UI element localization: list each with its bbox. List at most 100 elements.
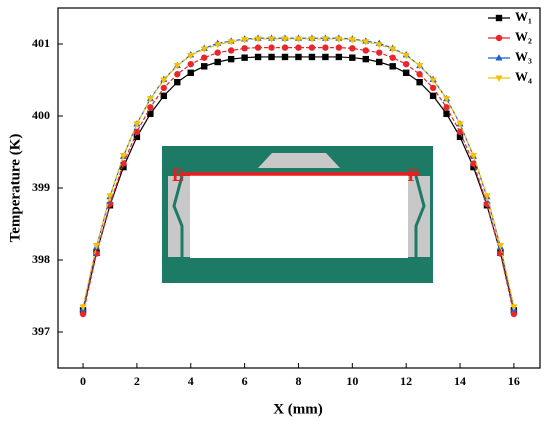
x-tick-label: 16: [508, 374, 520, 388]
marker: [376, 49, 383, 56]
y-tick-label: 399: [32, 180, 50, 194]
marker: [119, 153, 127, 160]
marker: [335, 36, 343, 43]
marker: [187, 69, 194, 76]
marker: [376, 58, 383, 66]
marker: [295, 53, 302, 61]
marker: [160, 77, 168, 84]
marker: [308, 53, 316, 61]
inset-zigzag: [172, 175, 184, 257]
marker: [174, 71, 181, 78]
marker: [201, 63, 208, 70]
series: [79, 36, 518, 311]
marker: [268, 44, 275, 51]
marker: [214, 58, 221, 66]
legend-marker: [495, 14, 503, 22]
marker: [281, 36, 289, 43]
marker: [120, 163, 127, 171]
marker: [187, 52, 195, 60]
inset-block: [258, 153, 340, 168]
x-axis-label: X (mm): [273, 401, 323, 417]
marker: [147, 104, 154, 111]
marker: [456, 121, 464, 128]
marker: [375, 42, 383, 49]
y-tick-label: 400: [32, 108, 50, 122]
marker: [227, 55, 235, 63]
y-tick-label: 397: [32, 324, 50, 338]
marker: [402, 60, 410, 68]
marker: [227, 47, 235, 54]
y-tick-label: 398: [32, 252, 50, 266]
y-tick-label: 401: [32, 36, 50, 50]
x-tick-label: 12: [400, 374, 412, 388]
marker: [173, 63, 181, 70]
marker: [133, 133, 141, 141]
marker: [470, 163, 477, 171]
marker: [335, 44, 343, 51]
marker: [321, 36, 329, 43]
marker: [254, 36, 262, 43]
marker: [443, 104, 450, 111]
marker: [214, 49, 221, 56]
legend-marker: [495, 54, 503, 61]
marker: [483, 193, 491, 200]
marker: [241, 45, 248, 52]
x-tick-label: 10: [346, 374, 358, 388]
marker: [416, 63, 424, 70]
legend-label: W₂: [515, 29, 532, 44]
x-tick-label: 4: [188, 374, 194, 388]
marker: [160, 84, 168, 92]
marker: [402, 69, 410, 76]
marker: [349, 54, 356, 61]
marker: [349, 45, 356, 52]
marker: [429, 92, 437, 100]
marker: [146, 96, 154, 103]
marker: [429, 77, 437, 84]
inset-diagram: E F: [162, 146, 433, 283]
legend-label: W₄: [515, 69, 532, 84]
marker: [281, 53, 289, 61]
marker: [416, 78, 423, 86]
legend-marker: [495, 34, 503, 42]
marker: [79, 310, 87, 318]
inset-cavity: [190, 175, 408, 258]
marker: [92, 243, 101, 250]
marker: [160, 92, 168, 100]
marker: [281, 44, 289, 51]
marker: [362, 39, 370, 46]
marker: [133, 128, 141, 136]
marker: [227, 39, 235, 46]
annotation: F: [408, 165, 419, 185]
marker: [362, 55, 369, 63]
marker: [187, 60, 194, 68]
marker: [510, 310, 518, 318]
marker: [79, 304, 87, 311]
marker: [214, 42, 222, 49]
marker: [456, 133, 464, 141]
marker: [174, 78, 181, 86]
x-tick-label: 8: [295, 374, 301, 388]
marker: [308, 44, 316, 51]
marker: [348, 37, 356, 44]
marker: [429, 84, 437, 92]
marker: [389, 54, 396, 61]
marker: [254, 53, 262, 61]
marker: [322, 53, 329, 61]
marker: [335, 53, 343, 61]
marker: [389, 63, 396, 70]
marker: [241, 54, 248, 61]
marker: [416, 71, 423, 78]
marker: [147, 110, 154, 118]
series: [79, 44, 518, 318]
marker: [496, 243, 504, 250]
marker: [362, 47, 369, 54]
marker: [201, 54, 208, 61]
marker: [456, 128, 464, 136]
marker: [402, 52, 410, 60]
marker: [443, 110, 450, 118]
marker: [389, 46, 397, 53]
marker: [133, 121, 141, 128]
marker: [469, 153, 478, 160]
marker: [268, 36, 276, 43]
